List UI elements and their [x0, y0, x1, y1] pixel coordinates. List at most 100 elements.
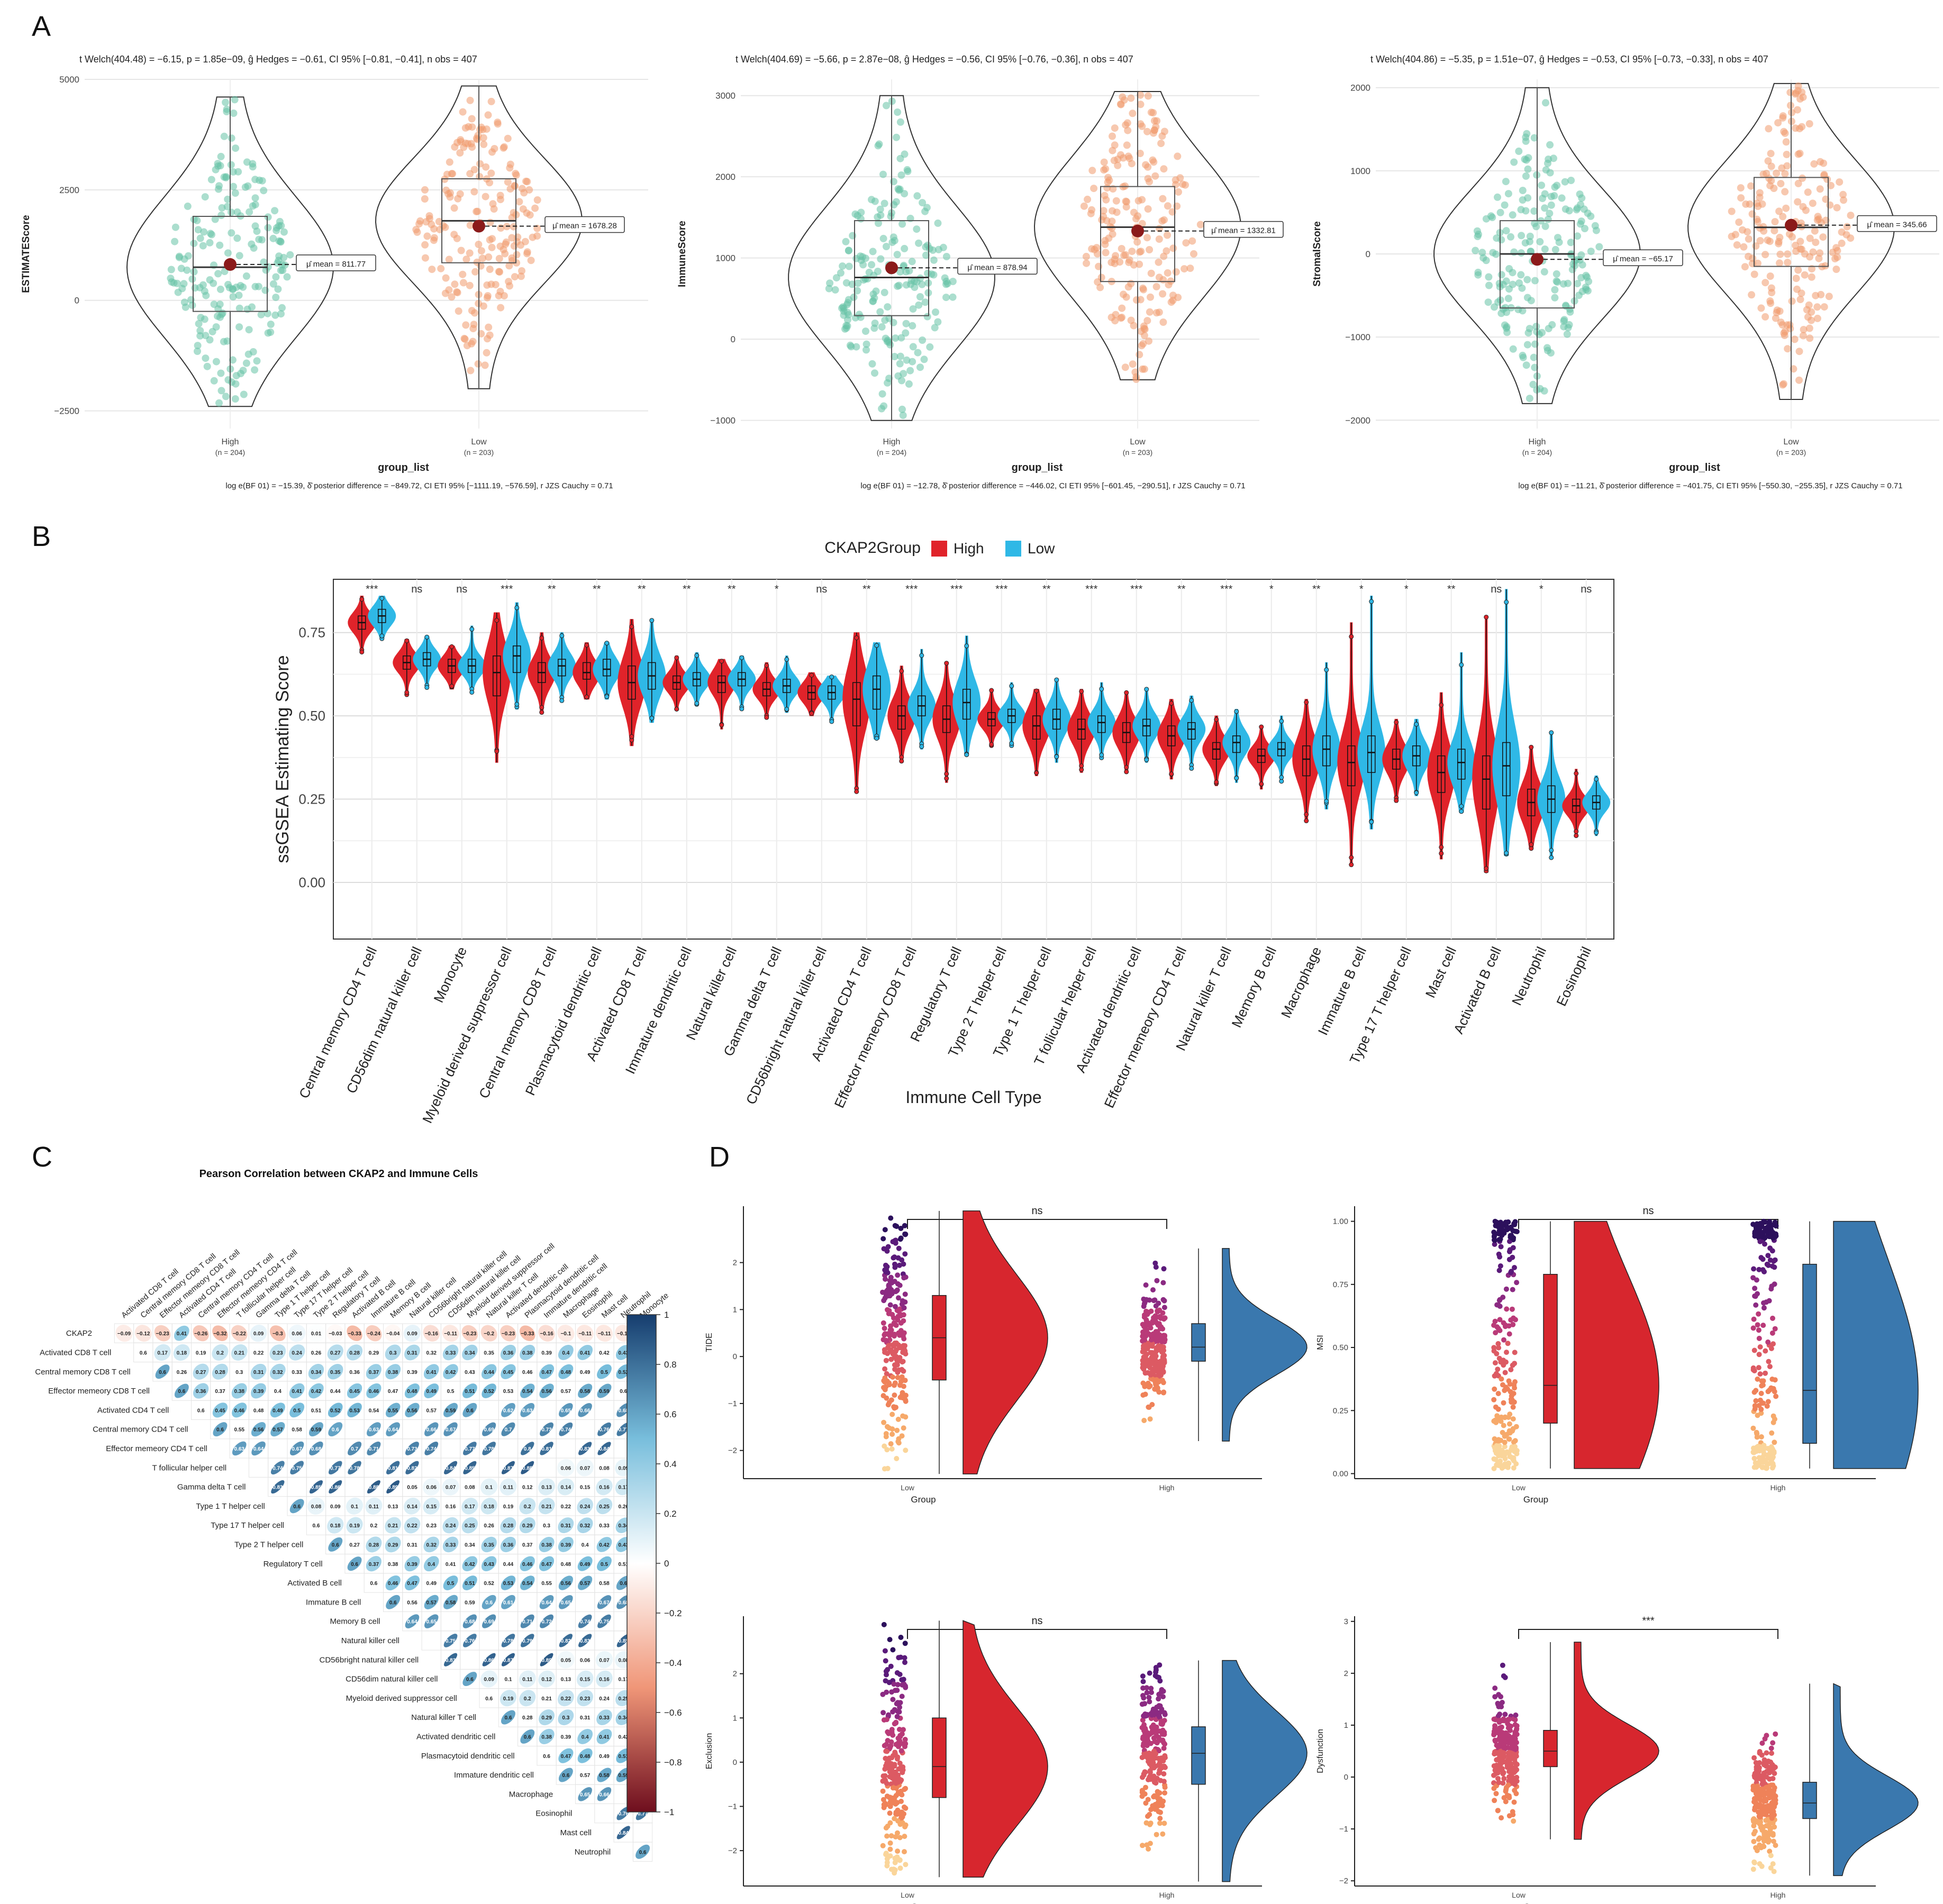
data-point: [437, 265, 445, 272]
data-point: [207, 176, 215, 184]
data-point: [518, 267, 525, 275]
data-point: [228, 208, 235, 216]
data-point: [229, 293, 237, 300]
x-axis-title: Group: [1523, 1495, 1548, 1505]
y-tick-label: −2500: [54, 406, 79, 416]
data-point: [1772, 1264, 1777, 1270]
mean-marker: [1785, 218, 1797, 232]
correlation-ellipse: [442, 1517, 459, 1534]
data-point: [1506, 1331, 1512, 1337]
outlier-point: [604, 694, 610, 699]
data-point: [1774, 119, 1782, 127]
data-point: [485, 323, 493, 331]
data-point: [890, 1697, 896, 1702]
data-point: [1510, 1245, 1516, 1251]
correlation-value: 0.87: [349, 1485, 360, 1491]
data-point: [868, 196, 875, 204]
correlation-ellipse: [578, 1575, 593, 1590]
outlier-point: [1214, 717, 1219, 722]
y-axis-title: Exclusion: [705, 1733, 714, 1769]
correlation-value: 0.44: [330, 1389, 341, 1395]
data-point: [1772, 1440, 1777, 1445]
data-point: [1491, 1234, 1497, 1240]
data-point: [1148, 1807, 1154, 1812]
data-point: [1801, 271, 1809, 279]
data-point: [880, 1289, 885, 1295]
data-point: [479, 254, 487, 262]
significance-bracket: [907, 1219, 1167, 1229]
correlation-ellipse: [367, 1441, 381, 1455]
correlation-value: 0.89: [541, 1657, 552, 1663]
data-point: [168, 278, 176, 286]
data-point: [1577, 217, 1585, 225]
data-point: [436, 225, 444, 233]
data-point: [1139, 365, 1147, 373]
data-point: [1764, 1261, 1770, 1267]
data-point: [895, 1416, 901, 1422]
data-point: [1782, 138, 1790, 146]
data-point: [476, 160, 484, 168]
outlier-point: [1529, 842, 1534, 847]
correlation-value: 0.14: [407, 1504, 417, 1510]
data-point: [277, 267, 285, 275]
correlation-value: 0.33: [446, 1542, 456, 1548]
data-point: [896, 1245, 902, 1251]
correlation-value: 0.43: [465, 1370, 475, 1375]
data-point: [280, 228, 288, 236]
correlation-value: 0.6: [178, 1389, 185, 1395]
data-point: [517, 272, 525, 280]
correlation-ellipse: [501, 1634, 515, 1647]
outlier-point: [359, 649, 365, 654]
outlier-point: [1009, 741, 1014, 746]
data-point: [886, 1759, 892, 1765]
data-point: [896, 1440, 902, 1446]
data-point: [242, 359, 250, 367]
significance-label: ***: [950, 584, 963, 595]
data-point: [880, 1788, 886, 1794]
correlation-value: 0.51: [619, 1754, 629, 1760]
jitter-points: [1491, 1662, 1520, 1824]
correlation-value: 0.84: [599, 1446, 610, 1452]
data-point: [1513, 1424, 1519, 1429]
correlation-value: −0.11: [617, 1331, 630, 1337]
mean-label: μ̂ mean = 345.66: [1867, 221, 1927, 230]
data-point: [1766, 1461, 1772, 1466]
correlation-ellipse: [423, 1536, 440, 1553]
data-point: [1108, 224, 1116, 232]
data-point: [1739, 226, 1746, 234]
data-point: [1157, 1314, 1163, 1319]
data-point: [1728, 207, 1736, 215]
correlation-ellipse: [405, 1402, 420, 1417]
outlier-point: [739, 655, 744, 660]
y-tick-label: 0: [1366, 249, 1370, 259]
data-point: [1779, 112, 1787, 120]
data-point: [893, 1780, 899, 1786]
correlation-value: 0.58: [446, 1600, 456, 1606]
correlation-ellipse: [462, 1575, 477, 1590]
box: [1322, 735, 1331, 767]
data-point: [886, 1680, 892, 1686]
correlation-value: 0.69: [484, 1427, 494, 1433]
correlation-ellipse: [309, 1480, 323, 1494]
data-point: [1821, 262, 1829, 270]
data-point: [1151, 1332, 1157, 1338]
correlation-value: −0.11: [578, 1331, 592, 1337]
data-point: [1754, 1277, 1759, 1283]
outlier-point: [919, 653, 924, 658]
data-point: [1804, 188, 1812, 196]
data-point: [1149, 1763, 1155, 1769]
correlation-ellipse: [443, 1461, 458, 1474]
data-point: [1080, 202, 1088, 210]
data-point: [1567, 239, 1575, 247]
data-point: [1140, 286, 1147, 294]
correlation-ellipse: [270, 1402, 285, 1418]
data-point: [1757, 1344, 1763, 1350]
correlation-value: 0.76: [599, 1427, 610, 1433]
correlation-value: 0.54: [369, 1408, 379, 1414]
data-point: [891, 1320, 897, 1326]
correlation-ellipse: [462, 1383, 477, 1398]
data-point: [915, 239, 923, 247]
correlation-value: 0.74: [426, 1638, 437, 1644]
correlation-value: 0.17: [619, 1485, 629, 1491]
data-point: [901, 1383, 906, 1389]
